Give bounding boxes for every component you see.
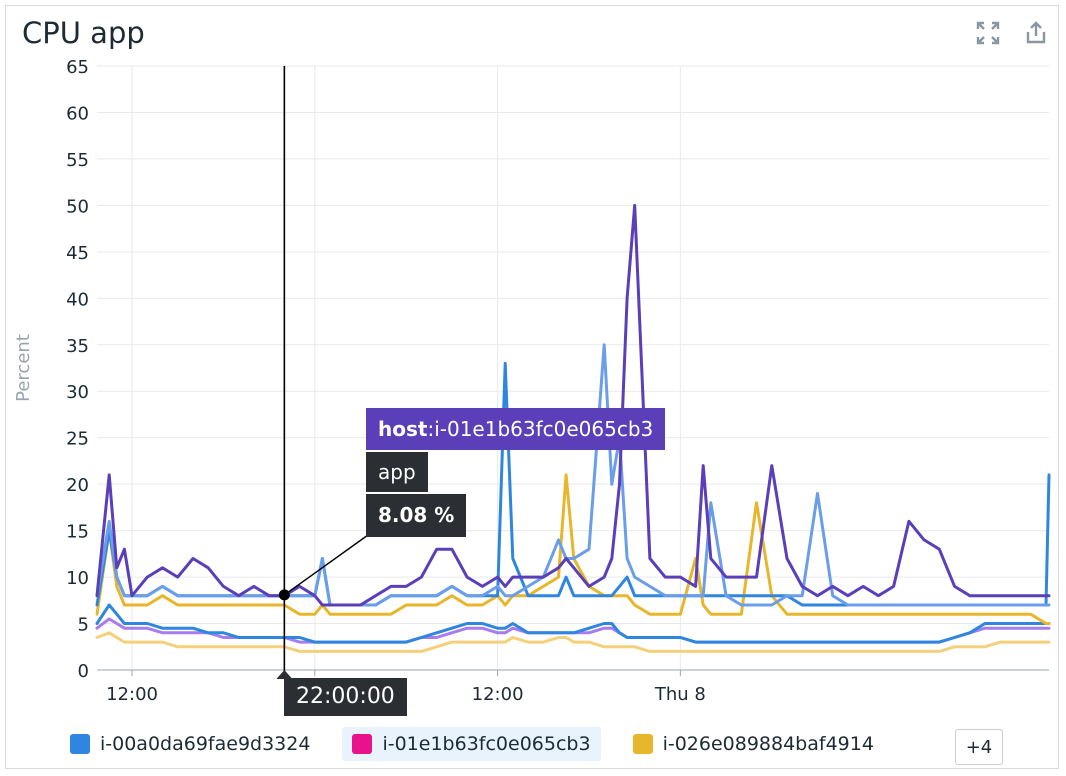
y-tick-label: 10 xyxy=(66,568,89,589)
tooltip-host: host:i-01e1b63fc0e065cb3 xyxy=(366,408,666,450)
tooltip-value: 8.08 % xyxy=(366,494,467,537)
x-tick-label: Thu 8 xyxy=(654,684,706,705)
x-tick-label: 12:00 xyxy=(472,684,524,705)
tooltip-host-key: host xyxy=(378,417,428,441)
legend-item[interactable]: i-00a0da69fae9d3324 xyxy=(60,727,320,761)
series-line xyxy=(95,631,1051,653)
y-axis-label: Percent xyxy=(13,334,34,402)
y-tick-label: 45 xyxy=(66,243,89,264)
legend: i-00a0da69fae9d3324 i-01e1b63fc0e065cb3 i-… xyxy=(60,724,884,764)
crosshair-point xyxy=(278,589,290,601)
legend-swatch xyxy=(352,734,373,754)
fullscreen-icon[interactable] xyxy=(975,20,1001,46)
legend-swatch xyxy=(632,734,653,754)
widget-title: CPU app xyxy=(22,16,145,50)
y-tick-label: 25 xyxy=(66,429,89,450)
y-tick-label: 30 xyxy=(66,382,89,403)
legend-label: i-026e089884baf4914 xyxy=(662,733,874,755)
y-tick-label: 35 xyxy=(66,336,89,357)
series-line xyxy=(95,603,1051,644)
crosshair-time-label: 22:00:00 xyxy=(284,678,407,716)
y-tick-label: 15 xyxy=(66,522,89,543)
time-badge-pointer xyxy=(276,670,293,679)
legend-item[interactable]: i-01e1b63fc0e065cb3 xyxy=(342,727,601,761)
tooltip-pointer-line xyxy=(283,534,369,596)
legend-more-button[interactable]: +4 xyxy=(955,729,1003,765)
y-tick-label: 5 xyxy=(78,615,89,636)
series-line xyxy=(95,473,1051,625)
tooltip-host-value: :i-01e1b63fc0e065cb3 xyxy=(427,417,654,441)
legend-label: i-00a0da69fae9d3324 xyxy=(100,733,311,755)
y-tick-label: 20 xyxy=(66,475,89,496)
legend-item[interactable]: i-026e089884baf4914 xyxy=(623,727,884,761)
share-icon[interactable] xyxy=(1023,20,1049,46)
y-tick-label: 0 xyxy=(78,661,89,682)
legend-swatch xyxy=(70,734,90,754)
y-tick-label: 60 xyxy=(66,103,89,124)
y-tick-label: 40 xyxy=(66,289,89,310)
tooltip-metric: app xyxy=(366,452,428,492)
series-line xyxy=(95,343,1051,607)
y-tick-label: 55 xyxy=(66,150,89,171)
legend-label: i-01e1b63fc0e065cb3 xyxy=(382,733,591,755)
x-tick-label: 12:00 xyxy=(106,684,158,705)
y-tick-label: 50 xyxy=(66,196,89,217)
y-tick-label: 65 xyxy=(66,57,89,78)
series-line xyxy=(95,203,1051,607)
